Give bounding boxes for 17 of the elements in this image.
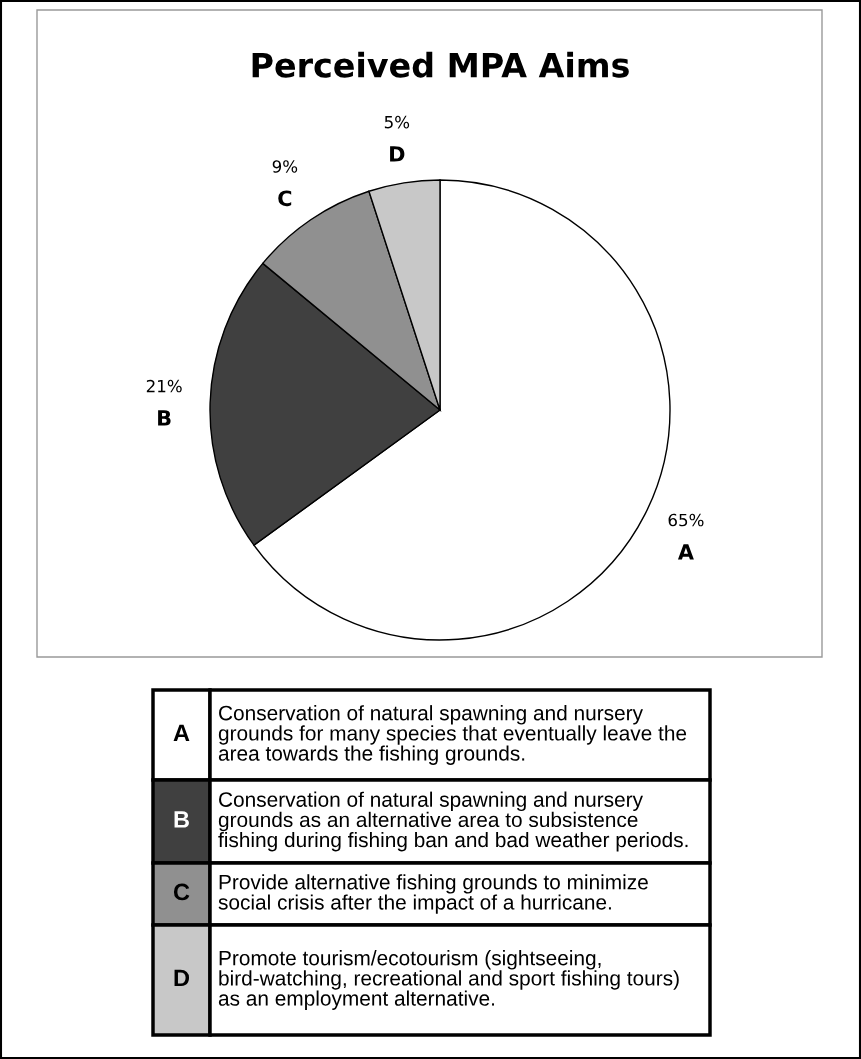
text: Conservation of natural spawning and nursery grounds for many species that eventually leave the area towards the fishing grounds. bbox=[218, 705, 687, 765]
data-label: 9% bbox=[272, 160, 298, 173]
slice-label: A bbox=[173, 724, 190, 742]
text: Conservation of natural spawning and nursery grounds as an alternative area to subsistence fishing during fishing ban and bad weather periods. bbox=[218, 791, 688, 852]
data-label: 5% bbox=[384, 115, 410, 129]
slice-label: C bbox=[278, 190, 292, 207]
data-label: 21% bbox=[146, 379, 182, 393]
category-label: C bbox=[173, 883, 190, 901]
slice-label: D bbox=[390, 146, 405, 162]
data-label: 65% bbox=[668, 513, 704, 527]
category-label: D bbox=[174, 969, 190, 987]
slice-label: B bbox=[158, 410, 171, 426]
slice-label: A bbox=[677, 544, 694, 560]
chart-title: Perceived MPA Aims bbox=[252, 51, 629, 78]
text: Provide alternative fishing grounds to minimize social crisis after the impact of a hurricane. bbox=[218, 874, 648, 914]
category-label: B bbox=[174, 811, 189, 828]
text: Promote tourism/ecotourism (sightseeing, bird-watching, recreational and sport fishing tours) as an employment alternative. bbox=[218, 950, 679, 1010]
